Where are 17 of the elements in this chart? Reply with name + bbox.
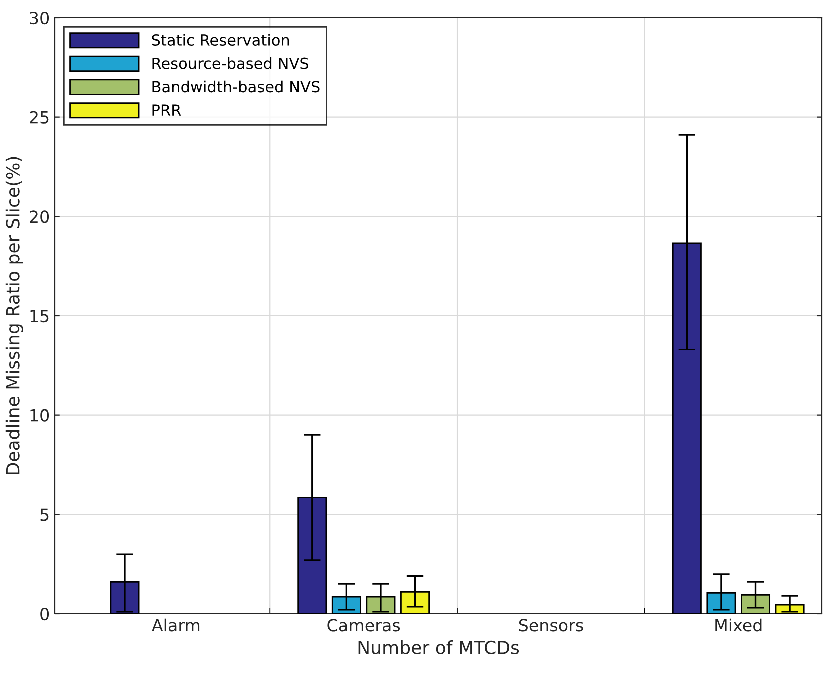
y-tick-label: 15 (30, 310, 49, 323)
y-axis-title: Deadline Missing Ratio per Slice(%) (6, 157, 24, 474)
x-tick-label: Mixed (716, 618, 762, 632)
y-tick-label: 30 (30, 12, 50, 25)
y-tick-label: 20 (30, 210, 50, 224)
legend-label: PRR (152, 104, 182, 116)
y-tick-label: 10 (30, 409, 50, 422)
y-tick-label: 25 (30, 111, 49, 124)
legend-label: Bandwidth-based NVS (152, 80, 320, 93)
x-tick-label: Alarm (152, 618, 200, 632)
y-tick-label: 5 (40, 508, 49, 522)
x-axis-title: Number of MTCDs (358, 640, 520, 655)
x-tick-label: Cameras (328, 619, 400, 632)
x-tick-label: Sensors (519, 619, 584, 632)
y-tick-label: 0 (40, 608, 50, 621)
legend-label: Static Reservation (152, 34, 290, 46)
legend-label: Resource-based NVS (152, 58, 309, 70)
